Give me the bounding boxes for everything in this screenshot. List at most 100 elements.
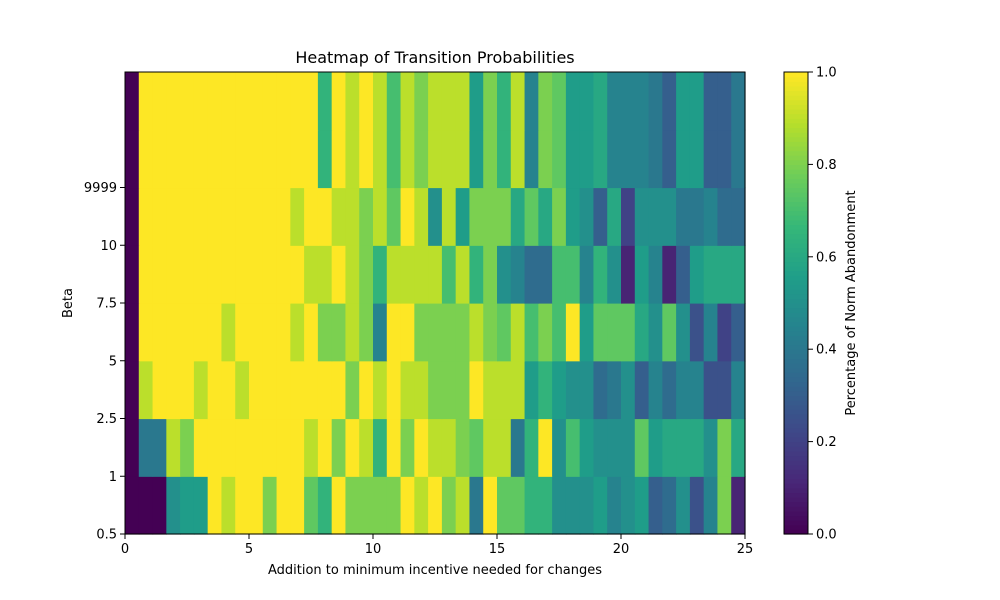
heatmap-cell (193, 418, 209, 477)
heatmap-cell (428, 303, 443, 362)
colorbar-tick-label: 0.0 (816, 528, 837, 543)
heatmap-cell (345, 72, 360, 131)
x-tick-label: 10 (365, 542, 382, 557)
colorbar-swatch (784, 279, 808, 286)
colorbar-swatch (784, 252, 808, 258)
heatmap-cell (290, 303, 305, 362)
heatmap-cell (400, 418, 415, 477)
heatmap-cell (634, 303, 650, 362)
heatmap-cell (304, 303, 319, 362)
colorbar-swatch (784, 400, 808, 406)
colorbar-swatch (784, 450, 808, 457)
y-tick-label: 10 (100, 239, 117, 254)
heatmap-cell (689, 360, 705, 420)
y-tick-label: 2.5 (96, 412, 117, 427)
heatmap-cell (386, 245, 402, 304)
heatmap-cell (138, 418, 154, 477)
heatmap-cell (469, 303, 484, 362)
colorbar-swatch (784, 460, 808, 466)
colorbar-swatch (784, 150, 808, 156)
colorbar-swatch (784, 418, 808, 424)
heatmap-cell (607, 360, 622, 420)
heatmap-cell (648, 476, 663, 535)
heatmap-cell (731, 72, 746, 131)
heatmap-cell (483, 245, 498, 304)
colorbar-swatch (784, 469, 808, 475)
colorbar-swatch (784, 335, 808, 341)
heatmap-cell (235, 360, 250, 420)
heatmap-cell (138, 187, 154, 246)
heatmap-cell (249, 245, 264, 304)
heatmap-cell (483, 72, 498, 131)
heatmap-cell (428, 187, 443, 246)
heatmap-cell (455, 72, 471, 131)
heatmap-cell (400, 72, 415, 131)
heatmap-cell (331, 129, 347, 189)
heatmap-cell (166, 72, 181, 131)
heatmap-cell (579, 476, 595, 535)
heatmap-cell (689, 476, 705, 535)
colorbar-swatch (784, 247, 808, 253)
heatmap-cell (469, 476, 484, 535)
heatmap-cell (441, 418, 457, 477)
heatmap-cell (538, 187, 553, 246)
heatmap-cell (731, 418, 746, 477)
heatmap-cell (207, 187, 223, 246)
colorbar-swatch (784, 224, 808, 230)
heatmap-cell (703, 245, 719, 304)
colorbar-swatch (784, 312, 808, 318)
heatmap-cell (579, 187, 595, 246)
colorbar-swatch (784, 483, 808, 489)
heatmap-cell (565, 72, 581, 131)
heatmap-cell (276, 476, 291, 535)
heatmap-cell (152, 418, 167, 477)
heatmap-cell (207, 72, 223, 131)
heatmap-cell (593, 187, 608, 246)
heatmap-cell (469, 129, 484, 189)
heatmap-cell (648, 418, 663, 477)
heatmap-cell (304, 418, 319, 477)
colorbar-swatch (784, 413, 808, 420)
heatmap-cell (235, 72, 250, 131)
heatmap-cell (152, 245, 167, 304)
heatmap-cell (731, 187, 746, 246)
heatmap-cell (717, 245, 732, 304)
heatmap-cell (455, 245, 471, 304)
heatmap-cell (152, 303, 167, 362)
heatmap-cell (331, 245, 347, 304)
heatmap-cell (510, 245, 526, 304)
heatmap-cell (414, 129, 429, 189)
heatmap-cell (538, 72, 553, 131)
heatmap-cell (483, 187, 498, 246)
colorbar-swatch (784, 455, 808, 461)
heatmap-cell (414, 360, 429, 420)
colorbar-swatch (784, 284, 808, 290)
heatmap-cell (290, 245, 305, 304)
colorbar-swatch (784, 132, 808, 138)
heatmap-cell (276, 418, 291, 477)
heatmap-cell (579, 72, 595, 131)
heatmap-cell (166, 476, 181, 535)
heatmap-cell (579, 129, 595, 189)
heatmap-cell (455, 303, 471, 362)
heatmap-cell (386, 360, 402, 420)
colorbar-swatch (784, 381, 808, 387)
heatmap-cell (621, 245, 636, 304)
heatmap-cell (703, 476, 719, 535)
colorbar-swatch (784, 261, 808, 267)
heatmap-cell (441, 476, 457, 535)
heatmap-cell (414, 245, 429, 304)
heatmap-cell (731, 245, 746, 304)
heatmap-cell (207, 303, 223, 362)
heatmap-cell (193, 303, 209, 362)
heatmap-cell (276, 129, 291, 189)
colorbar-swatch (784, 358, 808, 364)
heatmap-cell (634, 245, 650, 304)
heatmap-cell (524, 476, 539, 535)
heatmap-cell (276, 245, 291, 304)
colorbar-swatch (784, 436, 808, 443)
heatmap-cell (483, 476, 498, 535)
heatmap-cell (676, 129, 691, 189)
colorbar-swatch (784, 316, 808, 323)
colorbar-tick-label: 1.0 (816, 66, 837, 81)
